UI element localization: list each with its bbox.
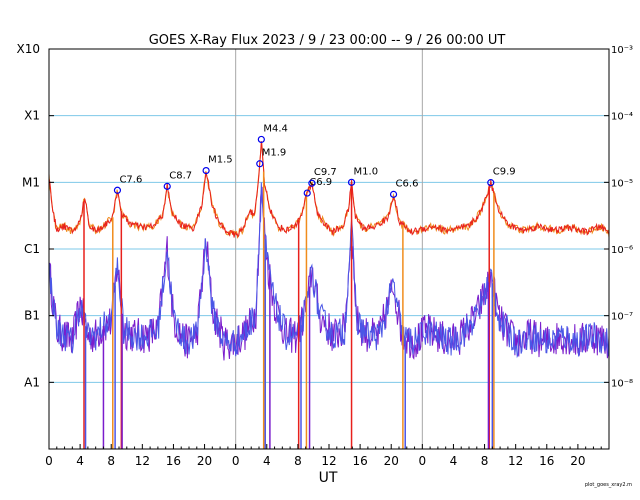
x-axis-label: UT — [319, 470, 338, 486]
x-tick-label: 0 — [45, 454, 53, 468]
right-axis: 10⁻³ 10⁻⁴ 10⁻⁵ 10⁻⁶ 10⁻⁷ 10⁻⁸ — [604, 45, 633, 389]
right-axis-label: 10⁻⁶ — [611, 245, 633, 256]
x-tick-label: 20 — [384, 454, 399, 468]
flare-label: C7.6 — [119, 174, 142, 185]
x-tick-label: 8 — [107, 454, 115, 468]
x-tick-label: 16 — [166, 454, 181, 468]
flare-label: C6.9 — [309, 177, 332, 188]
x-axis: 0 4 8 12 16 20 0 4 8 12 16 20 0 4 8 12 16 20 — [45, 444, 602, 468]
grid-lines — [49, 115, 609, 383]
flare-label: C8.7 — [169, 170, 192, 181]
x-tick-label: 20 — [197, 454, 212, 468]
flare-marker — [347, 178, 356, 186]
flare-marker — [256, 160, 264, 168]
flare-marker — [308, 179, 316, 187]
flare-marker — [303, 189, 311, 197]
series-group — [48, 141, 610, 449]
day-boundary-lines — [235, 49, 423, 449]
right-axis-label: 10⁻⁸ — [611, 378, 633, 389]
right-axis-label: 10⁻⁵ — [611, 178, 633, 189]
flare-marker — [163, 182, 171, 190]
flare-label: M1.0 — [354, 166, 379, 177]
x-tick-label: 12 — [321, 454, 336, 468]
left-axis-label: A1 — [24, 375, 40, 389]
x-tick-label: 0 — [419, 454, 427, 468]
x-tick-label: 4 — [450, 454, 458, 468]
x-tick-label: 4 — [263, 454, 271, 468]
flare-label: C6.6 — [396, 178, 419, 189]
short-channel-line — [48, 182, 610, 359]
flare-label: C9.7 — [314, 167, 337, 178]
flare-marker — [257, 135, 265, 144]
left-axis: X10 X1 M1 C1 B1 A1 — [17, 42, 54, 389]
chart-title: GOES X-Ray Flux 2023 / 9 / 23 00:00 -- 9… — [149, 33, 506, 48]
right-axis-label: 10⁻⁷ — [611, 312, 633, 323]
flare-marker — [487, 179, 495, 187]
flare-annotations: C7.6 C8.7 M1.5 M1.9 M4.4 C6.9C9.7 M1.0 C6.6 C9.9 — [113, 123, 516, 198]
x-tick-label: 20 — [570, 454, 585, 468]
long-channel-line — [48, 141, 610, 238]
x-tick-label: 12 — [508, 454, 523, 468]
x-tick-label: 16 — [352, 454, 367, 468]
flare-marker — [202, 166, 210, 175]
x-tick-label: 8 — [294, 454, 302, 468]
left-axis-label: C1 — [24, 242, 40, 256]
left-axis-label: M1 — [22, 175, 40, 189]
flare-marker — [113, 186, 122, 194]
x-tick-label: 4 — [76, 454, 84, 468]
flare-label: M4.4 — [263, 123, 288, 134]
left-axis-label: X1 — [24, 109, 40, 123]
flare-label: C9.9 — [493, 167, 516, 178]
x-tick-label: 0 — [232, 454, 240, 468]
right-axis-label: 10⁻⁴ — [611, 112, 633, 123]
flare-label: M1.5 — [208, 155, 233, 166]
left-axis-label: B1 — [24, 309, 40, 323]
footer-note: plot_goes_xray2.m — [585, 482, 632, 488]
x-tick-label: 8 — [481, 454, 489, 468]
left-axis-label: X10 — [17, 42, 41, 56]
right-axis-label: 10⁻³ — [611, 45, 633, 56]
flare-marker — [389, 190, 398, 198]
x-tick-label: 16 — [539, 454, 554, 468]
x-tick-label: 12 — [135, 454, 150, 468]
flare-label: M1.9 — [262, 148, 287, 159]
